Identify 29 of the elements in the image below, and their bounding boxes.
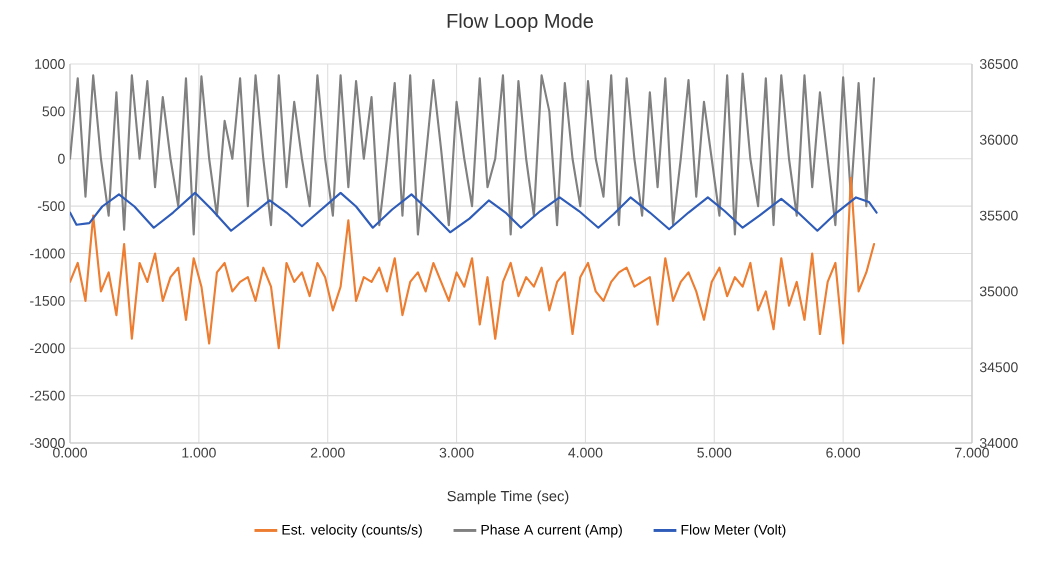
y2-tick-label: 34500 <box>979 362 1018 373</box>
y-tick-label: 500 <box>42 106 65 117</box>
y2-tick-label: 36000 <box>979 134 1018 145</box>
chart-title: Flow Loop Mode <box>447 13 593 32</box>
x-tick-label: 0.000 <box>53 447 87 458</box>
x-tick-label: 4.000 <box>568 447 603 458</box>
y-tick-label: -1000 <box>30 248 65 259</box>
y-tick-label: 0 <box>58 153 65 164</box>
legend-label: Phase A current (Amp) <box>481 524 622 538</box>
x-tick-label: 2.000 <box>310 447 345 458</box>
y2-tick-label: 35500 <box>979 210 1018 221</box>
y2-tick-label: 36500 <box>979 59 1018 69</box>
x-tick-label: 5.000 <box>697 447 732 458</box>
x-axis-title: Sample Time (sec) <box>447 490 569 505</box>
x-tick-label: 1.000 <box>182 447 216 458</box>
x-tick-label: 6.000 <box>826 447 861 458</box>
y-tick-label: -1500 <box>30 295 65 306</box>
x-tick-label: 7.000 <box>955 447 989 458</box>
x-tick-label: 3.000 <box>439 447 474 458</box>
legend-label: Est. velocity (counts/s) <box>282 524 422 538</box>
y-tick-label: -500 <box>37 201 65 212</box>
y-tick-label: -2000 <box>30 343 65 354</box>
y-tick-label: -2500 <box>30 390 65 401</box>
legend-label: Flow Meter (Volt) <box>681 524 786 538</box>
y2-tick-label: 35000 <box>979 286 1018 297</box>
y-tick-label: 1000 <box>35 59 65 69</box>
y2-tick-label: 34000 <box>979 438 1018 448</box>
line-series <box>70 176 876 350</box>
y-tick-label: -3000 <box>30 438 65 448</box>
